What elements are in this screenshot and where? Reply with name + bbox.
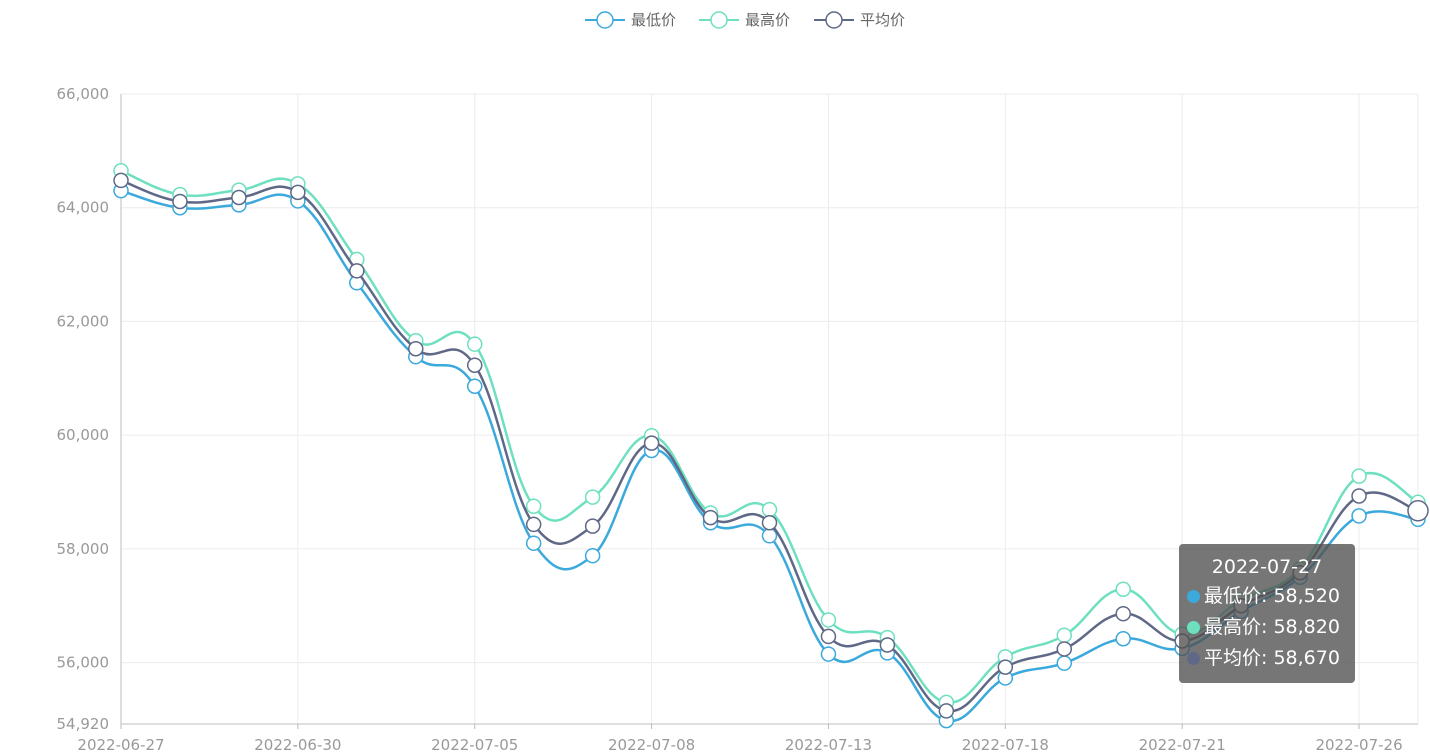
y-tick-label: 64,000: [57, 199, 110, 217]
data-point-low[interactable]: [1056, 655, 1073, 671]
y-tick-label: 54,920: [57, 715, 110, 733]
data-point-avg[interactable]: [1115, 605, 1131, 622]
data-point-avg[interactable]: [879, 637, 896, 653]
data-point-low[interactable]: [584, 547, 601, 564]
data-point-high[interactable]: [1056, 627, 1073, 644]
data-point-avg[interactable]: [1056, 641, 1073, 657]
data-point-avg[interactable]: [702, 509, 719, 526]
data-point-avg[interactable]: [172, 193, 188, 210]
data-point-low[interactable]: [820, 646, 837, 662]
legend-item-avg[interactable]: 平均价: [814, 11, 905, 29]
legend-item-high[interactable]: 最高价: [699, 11, 790, 29]
tooltip-label-low: 最低价: 58,520: [1204, 585, 1340, 607]
tooltip-title: 2022-07-27: [1211, 556, 1323, 578]
tooltip: 2022-07-27 最低价: 58,520 最高价: 58,820 平均价: …: [1179, 544, 1355, 683]
data-point-avg[interactable]: [290, 184, 306, 201]
tooltip-label-avg: 平均价: 58,670: [1204, 647, 1340, 669]
data-point-low[interactable]: [761, 528, 778, 544]
legend-label: 最低价: [631, 11, 676, 29]
y-tick-label: 60,000: [57, 426, 110, 444]
y-tick-label: 58,000: [57, 540, 110, 558]
y-tick-label: 56,000: [57, 654, 110, 672]
data-point-high[interactable]: [466, 336, 483, 352]
x-tick-label: 2022-07-21: [1139, 736, 1226, 754]
data-point-low[interactable]: [1115, 630, 1131, 647]
x-tick-label: 2022-06-30: [254, 736, 341, 754]
data-point-avg[interactable]: [408, 340, 424, 357]
data-point-avg[interactable]: [1351, 488, 1367, 504]
data-point-high[interactable]: [761, 501, 778, 518]
tooltip-dot-high: [1187, 621, 1200, 634]
axis-layer: 54,920 56,000 58,000 60,000 62,000 64,000 66,0…: [57, 85, 1418, 754]
tooltip-row-high: 最高价: 58,820: [1187, 612, 1355, 643]
data-point-avg[interactable]: [231, 189, 247, 206]
x-tick-label: 2022-07-26: [1315, 736, 1402, 754]
tooltip-dot-low: [1187, 590, 1200, 603]
tooltip-dot-avg: [1187, 652, 1200, 665]
x-tick-label: 2022-07-05: [431, 736, 518, 754]
data-point-avg[interactable]: [761, 514, 778, 531]
data-point-avg[interactable]: [1407, 500, 1429, 522]
data-point-avg[interactable]: [525, 516, 542, 533]
data-point-high[interactable]: [584, 489, 601, 505]
y-tick-label: 66,000: [57, 85, 110, 103]
data-point-high[interactable]: [525, 498, 542, 514]
legend-marker: [596, 11, 614, 29]
data-point-low[interactable]: [1351, 508, 1367, 524]
grid-layer: [121, 93, 1419, 724]
legend-label: 平均价: [860, 11, 905, 29]
legend-marker: [825, 11, 843, 29]
data-point-low[interactable]: [466, 378, 483, 395]
legend-marker: [710, 11, 728, 29]
data-point-avg[interactable]: [466, 357, 483, 373]
tooltip-label-high: 最高价: 58,820: [1204, 616, 1340, 638]
legend[interactable]: 最低价 最高价 平均价: [585, 11, 905, 29]
x-tick-label: 2022-07-08: [608, 736, 695, 754]
x-tick-label: 2022-07-13: [785, 736, 872, 754]
x-tick-label: 2022-06-27: [77, 736, 164, 754]
data-point-avg[interactable]: [349, 263, 365, 279]
data-point-high[interactable]: [820, 612, 837, 628]
legend-item-low[interactable]: 最低价: [585, 11, 676, 29]
data-point-avg[interactable]: [584, 518, 601, 534]
tooltip-row-low: 最低价: 58,520: [1187, 581, 1355, 612]
legend-label: 最高价: [745, 11, 790, 29]
data-point-high[interactable]: [1351, 468, 1367, 484]
data-point-avg[interactable]: [997, 659, 1014, 675]
data-point-avg[interactable]: [643, 435, 660, 451]
data-point-high[interactable]: [1115, 581, 1131, 597]
data-point-avg[interactable]: [938, 703, 955, 719]
x-tick-label: 2022-07-18: [962, 736, 1049, 754]
y-tick-label: 62,000: [57, 312, 110, 330]
data-point-low[interactable]: [525, 535, 542, 551]
data-point-avg[interactable]: [820, 628, 837, 645]
data-point-avg[interactable]: [113, 172, 129, 189]
tooltip-row-avg: 平均价: 58,670: [1187, 643, 1355, 674]
